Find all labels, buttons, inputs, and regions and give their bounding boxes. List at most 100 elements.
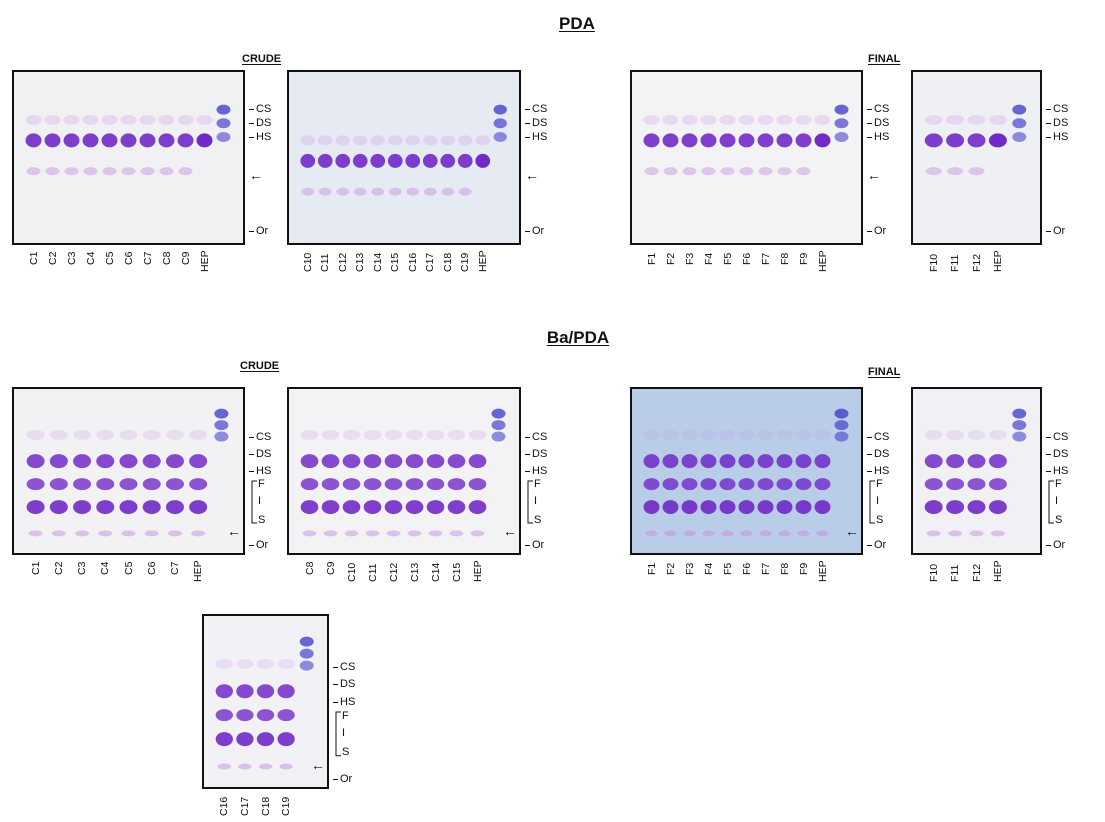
smear-band — [924, 114, 943, 125]
origin-band — [98, 530, 113, 537]
lane-label: C12 — [387, 562, 400, 582]
origin-band — [258, 763, 273, 770]
s-band — [142, 500, 161, 515]
faint-band — [189, 429, 208, 440]
lane-label: F7 — [759, 563, 772, 576]
gel-frame — [630, 70, 863, 245]
marker-label: DS — [340, 678, 356, 690]
marker-label: S — [342, 746, 350, 759]
lower-band — [140, 167, 155, 176]
s-band — [96, 500, 115, 515]
origin-band — [645, 530, 658, 537]
lower-band — [336, 187, 350, 196]
origin-band — [238, 763, 252, 770]
lane-label: C2 — [52, 561, 65, 576]
gel-frame — [12, 70, 245, 245]
smear-band — [457, 135, 473, 146]
s-band — [73, 500, 92, 515]
f-band — [700, 454, 717, 469]
i-band — [795, 478, 812, 491]
lane-label: F10 — [927, 563, 940, 582]
smear-band — [44, 114, 61, 125]
f-band — [757, 454, 774, 469]
i-band — [73, 478, 92, 491]
i-band — [946, 478, 965, 491]
lane-label: C14 — [371, 252, 384, 272]
faint-band — [256, 658, 275, 669]
smear-band — [776, 114, 793, 125]
standard-band — [834, 104, 849, 115]
marker-tick — [249, 454, 254, 456]
marker-label: DS — [532, 448, 548, 461]
main-band — [422, 153, 438, 168]
lane-label: F5 — [721, 253, 734, 266]
faint-band — [73, 429, 92, 440]
fis-bracket — [251, 480, 257, 524]
i-band — [405, 478, 424, 491]
s-band — [795, 500, 812, 515]
marker-tick — [867, 122, 872, 124]
lower-band — [925, 167, 942, 176]
gel-frame — [12, 387, 245, 555]
marker-label: DS — [1053, 116, 1069, 129]
marker-label: HS — [532, 130, 548, 143]
origin-band — [279, 763, 293, 770]
main-band — [177, 133, 194, 148]
lane-label: C15 — [389, 252, 402, 272]
s-band — [468, 500, 487, 515]
s-band — [924, 500, 943, 515]
marker-tick — [1046, 471, 1051, 472]
s-band — [165, 500, 184, 515]
f-band — [967, 454, 986, 469]
standard-band — [214, 431, 229, 442]
i-band — [215, 709, 233, 722]
origin-band — [990, 530, 1005, 537]
main-band — [924, 133, 943, 148]
lane-label: F1 — [645, 563, 658, 576]
marker-label: F — [534, 478, 541, 491]
group-label-ba-crude: CRUDE — [240, 360, 280, 372]
lower-band — [663, 167, 678, 176]
lower-band — [796, 167, 811, 176]
marker-tick — [525, 437, 530, 439]
s-band — [662, 500, 679, 515]
f-band — [738, 454, 755, 469]
s-band — [946, 500, 965, 515]
lower-band — [701, 167, 716, 176]
s-band — [236, 732, 254, 747]
origin-band — [51, 530, 66, 537]
main-band — [643, 133, 660, 148]
main-band — [25, 133, 42, 148]
lane-label: F7 — [759, 253, 772, 266]
lane-label: C11 — [319, 253, 332, 272]
i-band — [967, 478, 986, 491]
marker-label: HS — [532, 465, 548, 477]
lower-band — [45, 167, 60, 176]
origin-band — [664, 530, 677, 537]
marker-label: DS — [874, 448, 890, 461]
standard-band — [1012, 431, 1027, 442]
standard-band — [216, 118, 231, 129]
marker-label: F — [876, 478, 883, 491]
lane-label: C6 — [145, 561, 158, 576]
i-band — [468, 478, 487, 491]
i-band — [321, 478, 340, 491]
origin-band — [797, 530, 810, 537]
faint-band — [757, 429, 774, 440]
s-band — [814, 500, 831, 515]
standard-band — [834, 118, 849, 129]
lower-band — [682, 167, 697, 176]
lane-label: HEP — [816, 560, 829, 582]
faint-band — [700, 429, 717, 440]
smear-band — [352, 135, 368, 146]
smear-band — [719, 114, 736, 125]
marker-label: CS — [532, 431, 548, 444]
lane-label: F4 — [702, 253, 715, 266]
standard-band — [216, 104, 231, 115]
lane-label: F11 — [949, 564, 962, 582]
marker-tick — [333, 684, 338, 685]
origin-band — [217, 763, 231, 770]
lane-label: F12 — [970, 563, 983, 582]
f-band — [73, 454, 92, 469]
marker-tick — [249, 231, 254, 232]
